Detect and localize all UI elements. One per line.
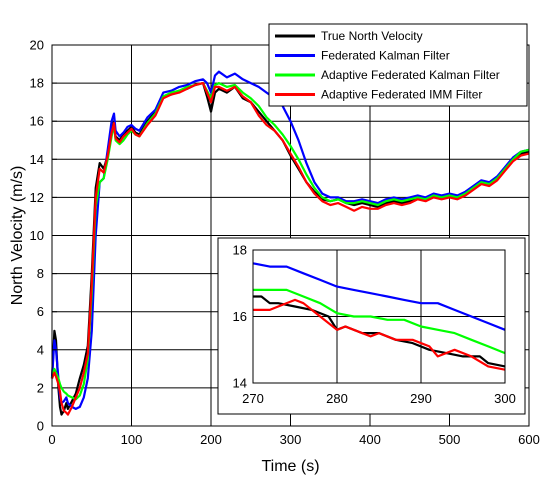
y-tick-label: 0: [37, 419, 44, 434]
y-tick-label: 4: [37, 342, 44, 357]
series-line-adaptive-federated-kalman-filter: [50, 81, 530, 401]
legend-box: [268, 23, 528, 107]
inset-y-tick-label: 16: [233, 309, 247, 324]
y-tick-label: 18: [30, 76, 44, 91]
series-line-adaptive-federated-imm-filter: [50, 81, 530, 416]
series-layer: [50, 70, 530, 416]
y-tick-label: 8: [37, 266, 44, 281]
series-line-federated-kalman-filter: [50, 70, 530, 410]
x-axis-ticks: 0 100 200 300 400 500 600: [48, 421, 540, 447]
inset-series-line-federated-kalman-filter: [252, 262, 506, 331]
y-tick-label: 10: [30, 228, 44, 243]
x-axis-label: Time (s): [261, 458, 319, 475]
y-tick-label: 2: [37, 380, 44, 395]
x-tick-label: 600: [518, 432, 540, 447]
inset-plot-frame: [252, 249, 506, 384]
inset-chart: 270 280 290 300 14 16 18: [217, 237, 526, 415]
inset-y-tick-label: 14: [233, 376, 247, 391]
x-tick-label: 200: [200, 432, 222, 447]
x-tick-label: 100: [121, 432, 143, 447]
y-tick-label: 14: [30, 152, 44, 167]
legend-entry: Adaptive Federated Kalman Filter: [321, 68, 500, 82]
legend-entry: Adaptive Federated IMM Filter: [321, 88, 482, 102]
inset-series-line-adaptive-federated-imm-filter: [253, 298, 506, 371]
y-tick-label: 20: [30, 38, 44, 53]
x-tick-label: 400: [359, 432, 381, 447]
inset-x-tick-label: 280: [326, 391, 348, 406]
legend: True North Velocity Federated Kalman Filt…: [268, 23, 528, 107]
legend-entry: Federated Kalman Filter: [321, 49, 450, 63]
y-axis-label: North Velocity (m/s): [9, 166, 26, 306]
x-tick-label: 300: [280, 432, 302, 447]
y-tick-label: 6: [37, 304, 44, 319]
y-tick-label: 16: [30, 114, 44, 129]
inset-x-tick-label: 270: [242, 391, 264, 406]
inset-series-line-adaptive-federated-kalman-filter: [253, 288, 506, 355]
legend-entry: True North Velocity: [321, 29, 423, 43]
x-tick-label: 0: [48, 432, 55, 447]
y-tick-label: 12: [30, 190, 44, 205]
x-tick-label: 500: [439, 432, 461, 447]
inset-y-tick-label: 18: [233, 243, 247, 258]
y-axis-ticks: 0 2 4 6 8 10 12 14 16 18 20: [30, 38, 57, 434]
inset-x-tick-label: 290: [410, 391, 432, 406]
inset-x-tick-label: 300: [494, 391, 516, 406]
